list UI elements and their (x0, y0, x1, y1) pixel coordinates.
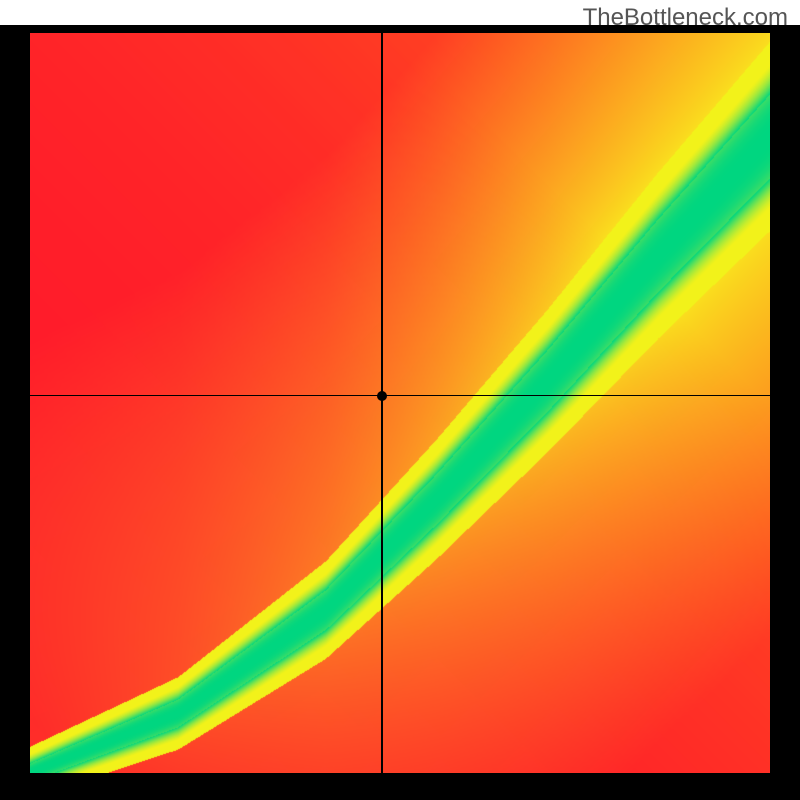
heatmap-canvas (30, 33, 770, 773)
crosshair-vertical (381, 33, 383, 773)
heatmap-plot (30, 33, 770, 773)
watermark-text: TheBottleneck.com (583, 4, 788, 32)
crosshair-horizontal (30, 395, 770, 397)
crosshair-marker (377, 391, 387, 401)
chart-frame (0, 25, 800, 800)
